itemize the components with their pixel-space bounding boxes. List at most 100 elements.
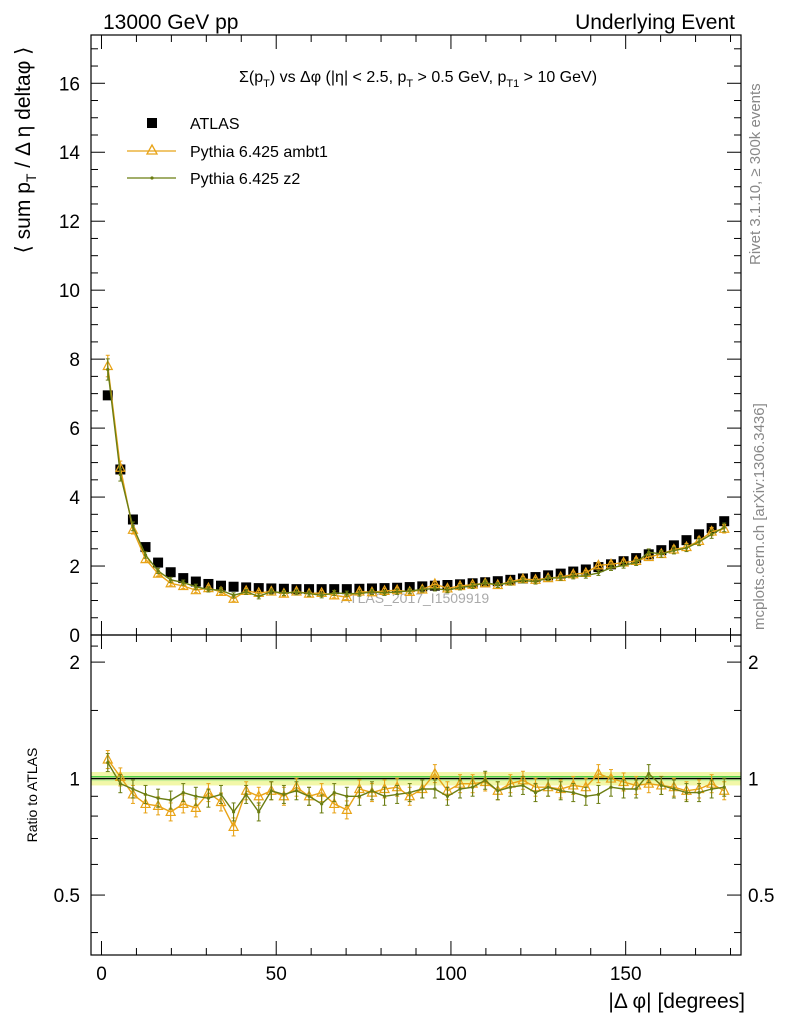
ratio-z2-point: [533, 790, 538, 795]
ratio-z2-point: [345, 794, 349, 798]
ratio-ytick-label: 0.5: [54, 886, 80, 907]
z2-point: [307, 592, 311, 596]
z2-point: [609, 566, 613, 570]
ratio-z2-point: [559, 789, 563, 793]
ratio-ambt1-point: [328, 797, 340, 809]
atlas-point: [417, 581, 428, 592]
legend-ambt1-label: Pythia 6.425 ambt1: [190, 144, 328, 161]
ratio-ytick-label: 2: [69, 653, 80, 674]
ambt1-point: [127, 523, 139, 534]
ratio-z2-point: [521, 783, 525, 788]
z2-line: [107, 369, 725, 598]
xtick-label: 0: [96, 964, 107, 985]
ratio-z2-point: [244, 792, 248, 797]
main-ylabel: ⟨ sum pT / Δ η deltaφ ⟩: [12, 47, 39, 254]
z2-point: [596, 571, 601, 575]
atlas-point: [442, 580, 453, 590]
z2-point: [496, 583, 500, 587]
main-ytick-label: 2: [69, 557, 80, 578]
z2-point: [194, 585, 198, 589]
ratio-marks: [102, 750, 730, 837]
ambt1-point: [190, 583, 202, 595]
ratio-z2-point: [634, 787, 638, 791]
ratio-z2-point: [647, 772, 651, 776]
ratio-z2-point: [584, 794, 588, 798]
ambt1-point: [165, 576, 177, 588]
ratio-z2-point: [609, 785, 613, 789]
z2-point: [156, 569, 160, 573]
main-ytick-label: 0: [69, 626, 80, 647]
header-right: Underlying Event: [575, 11, 735, 34]
z2-point: [559, 576, 563, 580]
z2-point: [370, 590, 374, 594]
main-frame: [90, 34, 742, 636]
ratio-z2-point: [420, 787, 424, 791]
atlas-point: [140, 542, 151, 553]
atlas-point: [341, 584, 352, 595]
ratio-z2-point: [496, 789, 500, 793]
atlas-point: [127, 514, 138, 525]
watermark: ATLAS_2017_I1509919: [341, 590, 490, 606]
ratio-z2-point: [118, 782, 122, 786]
z2-point: [231, 593, 236, 597]
main-ticks: [91, 35, 741, 636]
ratio-z2-point: [697, 790, 701, 795]
ratio-z2-point: [596, 792, 601, 797]
ratio-ambt1-point: [341, 803, 353, 814]
main-ytick-label: 8: [69, 350, 80, 371]
ratio-z2-point: [181, 790, 185, 795]
ambt1-point: [643, 550, 655, 562]
ratio-ambt1-point: [177, 797, 189, 809]
ratio-ambt1-point: [643, 777, 655, 788]
main-ytick-label: 6: [69, 419, 80, 440]
atlas-point: [580, 564, 591, 575]
ratio-ambt1-point: [215, 795, 227, 807]
atlas-point: [153, 557, 164, 568]
z2-point: [521, 578, 525, 583]
atlas-point: [555, 568, 566, 579]
z2-point: [282, 591, 286, 595]
z2-point: [106, 367, 110, 372]
main-ytick-label: 12: [59, 212, 80, 233]
ambt1-point: [265, 585, 277, 596]
x-axis-label: |Δ φ| [degrees]: [608, 990, 745, 1013]
atlas-point: [190, 576, 201, 587]
z2-point: [257, 594, 261, 598]
z2-point: [722, 525, 726, 530]
ratio-z2-point: [546, 785, 550, 789]
z2-point: [345, 592, 349, 596]
ratio-ambt1-point: [190, 801, 202, 812]
main-ytick-label: 16: [59, 74, 80, 95]
ratio-ytick-labels: 0.5 0.5 1 1 2 2: [54, 653, 775, 907]
ambt1-point: [592, 559, 604, 570]
ratio-ambt1-point: [228, 820, 240, 832]
legend-atlas-label: ATLAS: [190, 116, 240, 133]
legend-ambt1-marker: [145, 143, 159, 155]
xtick-label: 100: [435, 964, 467, 985]
z2-point: [710, 532, 714, 536]
ratio-ytick-label-right: 2: [748, 653, 759, 674]
ratio-z2-point: [231, 810, 236, 814]
legend-z2-label: Pythia 6.425 z2: [190, 171, 300, 188]
ratio-ambt1-point: [253, 790, 265, 801]
z2-point: [382, 591, 387, 595]
ratio-z2-point: [332, 790, 336, 795]
atlas-point: [266, 583, 277, 594]
main-ytick-label: 4: [69, 488, 80, 509]
z2-point: [219, 588, 223, 592]
ratio-z2-point: [710, 787, 714, 791]
ratio-z2-point: [294, 789, 299, 793]
z2-point: [408, 589, 412, 593]
mcplots-label: mcplots.cern.ch [arXiv:1306.3436]: [751, 403, 768, 630]
ratio-z2-point: [382, 794, 387, 798]
z2-point: [584, 574, 588, 578]
main-ytick-labels: 0 2 4 6 8 10 12 14 16: [59, 74, 81, 647]
xtick-label: 50: [266, 964, 287, 985]
legend: ATLAS Pythia 6.425 ambt1 Pythia 6.425 z2: [127, 116, 328, 188]
ambt1-point: [177, 579, 189, 591]
z2-point: [445, 588, 450, 592]
z2-point: [420, 587, 424, 592]
ratio-ambt1-point: [165, 805, 177, 817]
ratio-z2-point: [131, 787, 135, 791]
